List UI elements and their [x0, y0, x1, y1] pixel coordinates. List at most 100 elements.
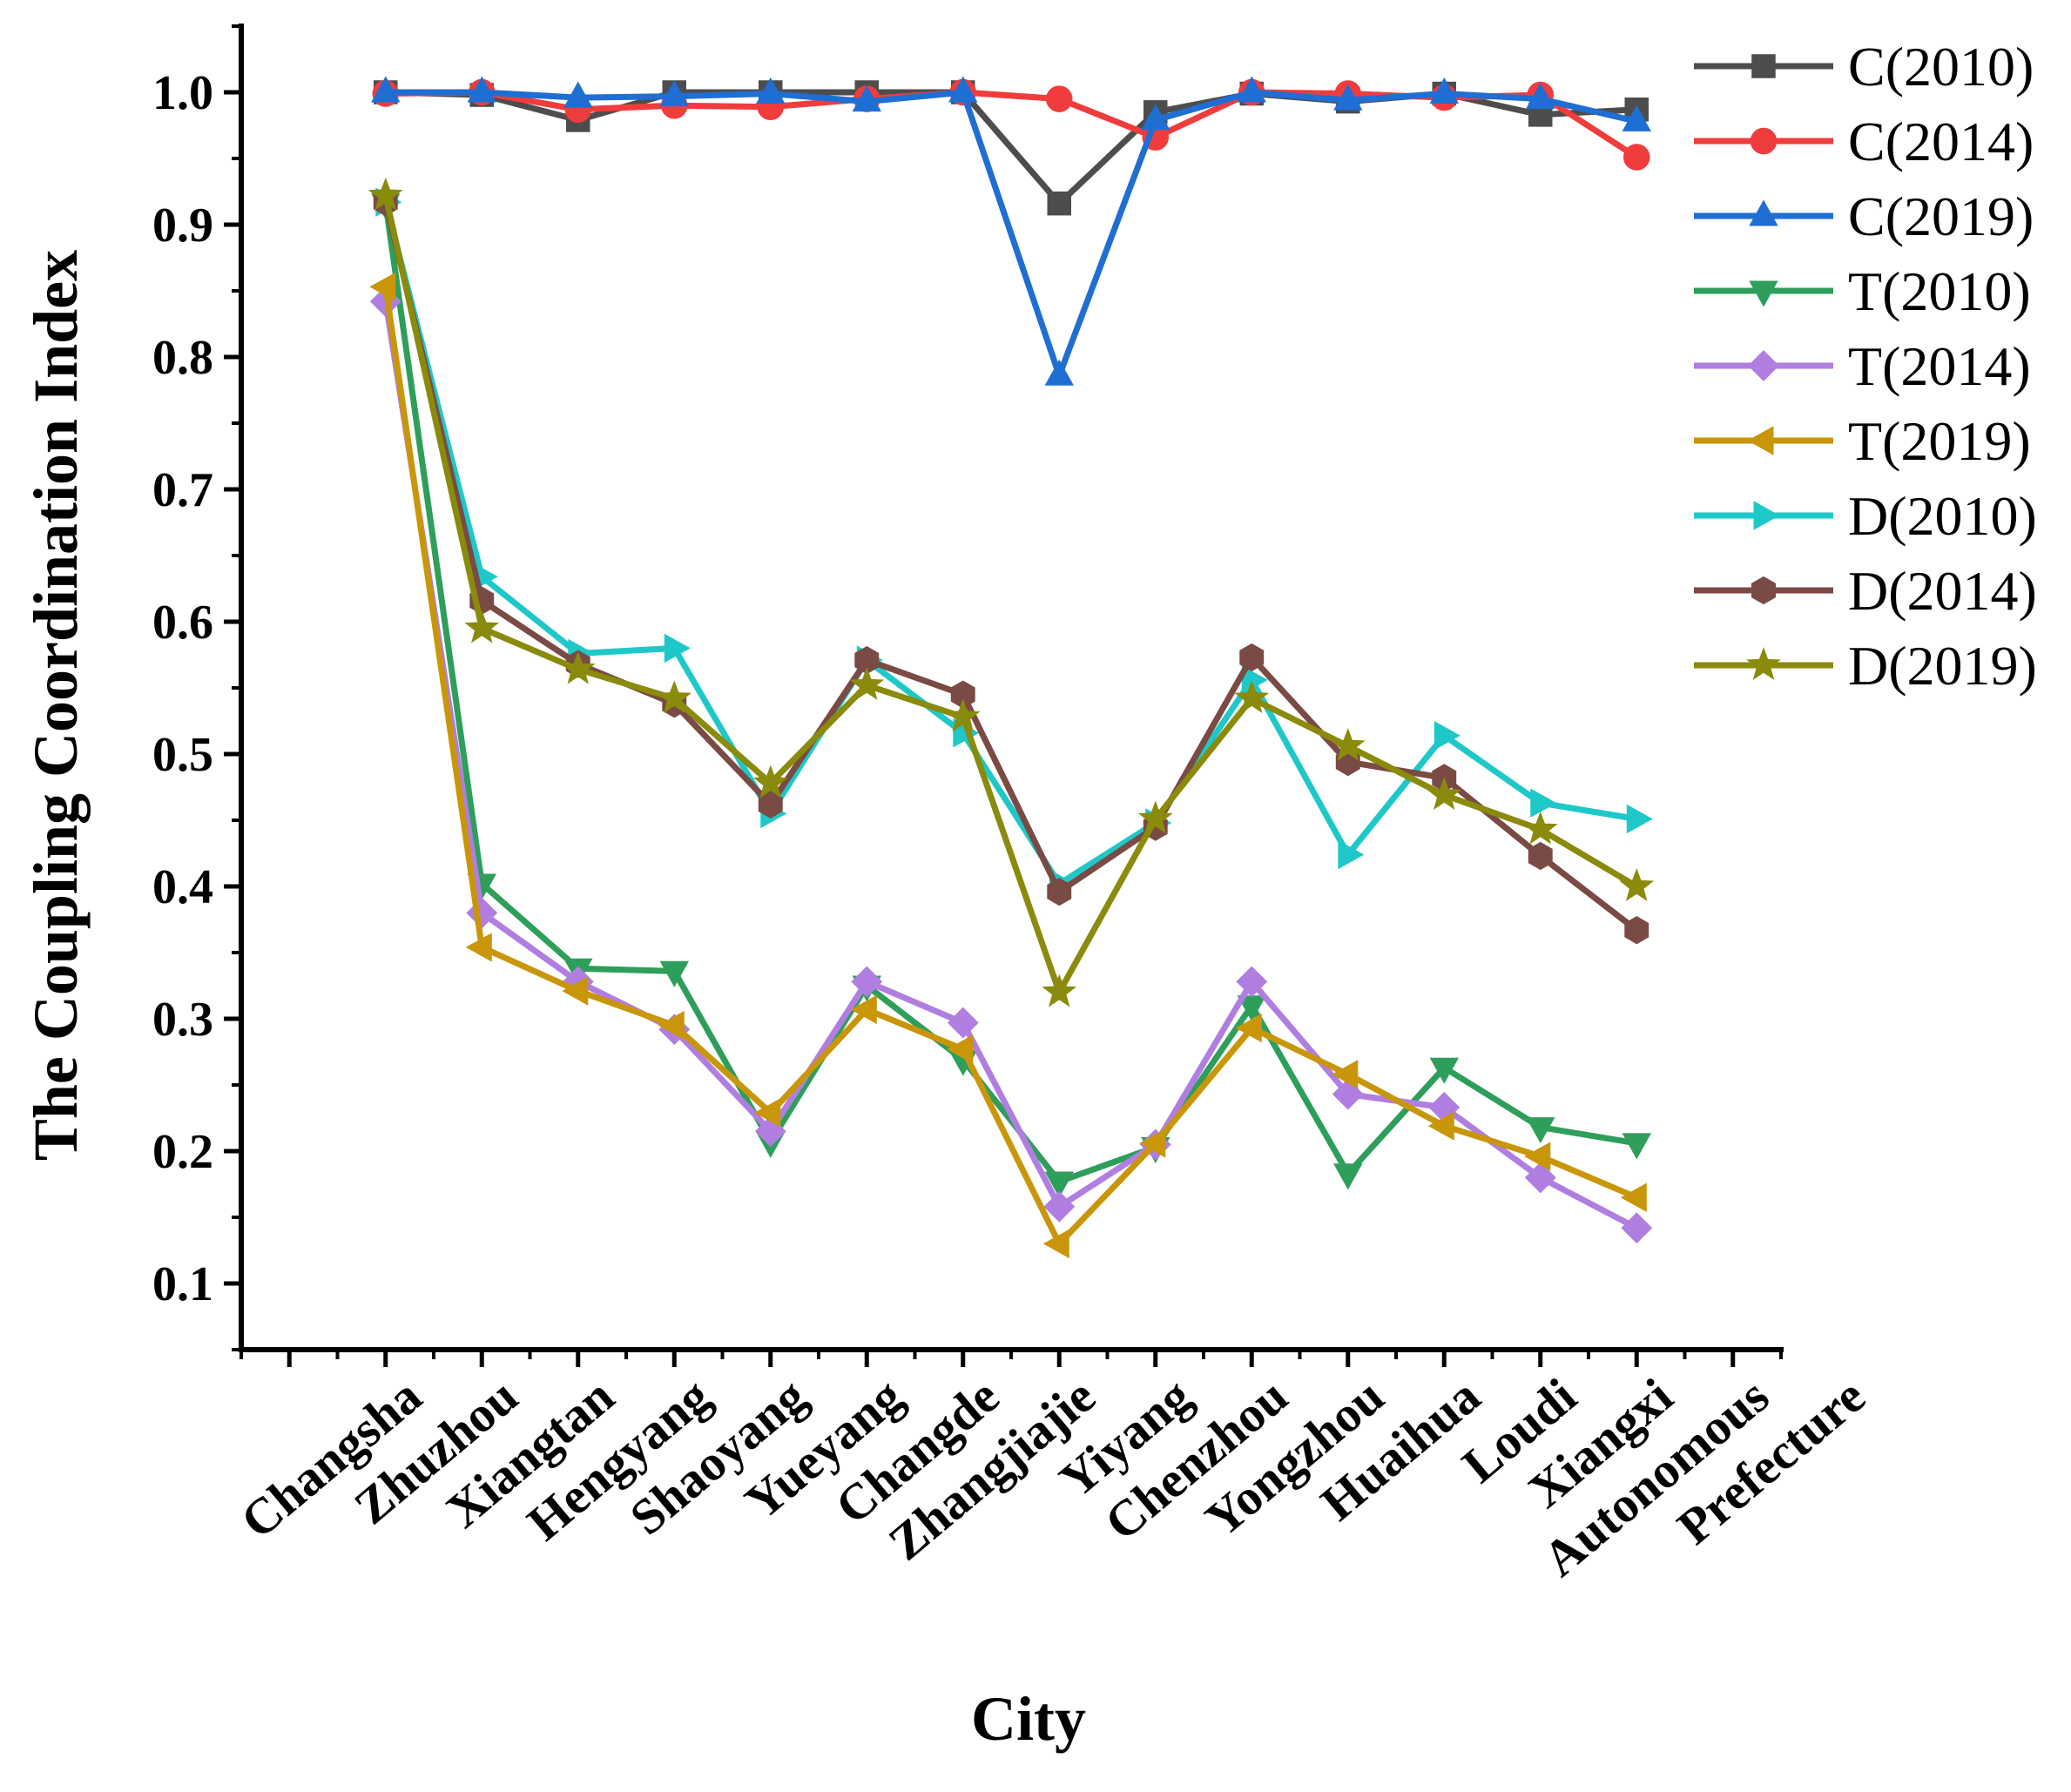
legend-label: D(2010)	[1848, 485, 2037, 547]
data-point	[850, 994, 877, 1025]
series-T(2010)	[371, 193, 1651, 1198]
data-point	[1623, 144, 1650, 171]
legend-label: D(2014)	[1848, 560, 2037, 622]
data-point	[851, 966, 883, 998]
data-point	[1338, 839, 1365, 870]
data-point	[658, 1010, 685, 1041]
data-point	[947, 1007, 979, 1039]
data-point	[659, 960, 689, 987]
data-point	[947, 1034, 974, 1064]
legend-item: D(2014)	[1694, 560, 2037, 622]
data-point	[1626, 804, 1653, 834]
data-point	[852, 85, 881, 112]
legend-label: D(2019)	[1848, 635, 2037, 697]
data-point	[1524, 1142, 1551, 1171]
data-point	[1528, 841, 1553, 871]
data-point	[1046, 85, 1073, 112]
data-point	[1044, 359, 1074, 386]
data-point	[948, 76, 978, 103]
data-point	[1043, 1190, 1076, 1223]
data-point	[1044, 1171, 1074, 1198]
data-point	[1237, 76, 1266, 103]
y-tick-label: 0.3	[152, 993, 213, 1047]
data-point	[1526, 1117, 1555, 1144]
legend-item: T(2010)	[1694, 260, 2031, 322]
data-point	[464, 610, 500, 643]
data-point	[1042, 1229, 1069, 1259]
legend-item: C(2010)	[1694, 36, 2034, 98]
series-C(2019)	[371, 76, 1651, 386]
data-point	[368, 177, 403, 211]
x-axis-title: City	[971, 1684, 1086, 1754]
data-point	[560, 650, 596, 684]
legend-label: T(2014)	[1848, 335, 2031, 397]
data-point	[1427, 777, 1462, 811]
data-point	[1139, 1128, 1166, 1158]
series-T(2019)	[369, 272, 1647, 1259]
series-D(2019)	[368, 177, 1655, 1007]
series-line	[382, 201, 1639, 933]
data-point	[1427, 1111, 1454, 1141]
legend-marker	[1750, 127, 1778, 155]
legend-marker	[1746, 647, 1781, 680]
data-point	[1235, 1013, 1262, 1043]
legend-item: C(2019)	[1694, 185, 2034, 247]
data-point	[1330, 728, 1366, 761]
legend-label: C(2010)	[1848, 36, 2034, 98]
series-layer	[368, 76, 1655, 1259]
data-point	[1236, 966, 1268, 998]
y-tick-label: 0.4	[152, 860, 213, 914]
data-point	[1239, 643, 1265, 672]
data-point	[1234, 680, 1270, 714]
y-tick-label: 0.5	[152, 728, 213, 782]
data-point	[1622, 1133, 1651, 1160]
legend-label: C(2014)	[1848, 111, 2034, 172]
legend-label: T(2010)	[1848, 260, 2031, 322]
data-point	[1042, 973, 1077, 1007]
data-point	[1619, 868, 1655, 901]
legend-item: T(2019)	[1694, 410, 2031, 472]
series-line	[382, 300, 1638, 1231]
y-tick-label: 0.6	[152, 596, 213, 650]
data-point	[1530, 788, 1557, 818]
data-point	[754, 1098, 781, 1128]
y-tick-label: 0.7	[152, 463, 213, 517]
data-point	[562, 976, 589, 1006]
legend-item: D(2010)	[1694, 485, 2037, 547]
legend-marker	[1748, 350, 1779, 381]
data-point	[849, 667, 885, 700]
legend-item: C(2014)	[1694, 111, 2034, 172]
data-point	[1624, 916, 1649, 945]
legend-marker	[1749, 280, 1778, 307]
legend-item: D(2019)	[1694, 635, 2037, 697]
legend: C(2010) C(2014) C(2019) T(2010) T(2014) T(201…	[1694, 36, 2037, 697]
data-point	[563, 81, 593, 108]
data-point	[1141, 104, 1170, 131]
y-tick-label: 0.1	[152, 1257, 213, 1311]
data-point	[1620, 1182, 1647, 1212]
series-line	[382, 194, 1639, 996]
y-tick-label: 0.8	[152, 331, 213, 385]
data-point	[657, 680, 692, 714]
legend-item: T(2014)	[1694, 335, 2031, 397]
series-line	[382, 203, 1637, 1185]
data-point	[1241, 665, 1268, 695]
legend-label: T(2019)	[1848, 410, 2031, 472]
data-point	[1333, 84, 1363, 111]
series-T(2014)	[369, 286, 1653, 1244]
data-point	[945, 698, 981, 732]
data-point	[369, 272, 396, 302]
data-point	[752, 765, 788, 798]
legend-marker	[1747, 426, 1774, 455]
legend-marker	[1751, 54, 1776, 78]
series-line	[382, 286, 1638, 1247]
legend-label: C(2019)	[1848, 185, 2034, 247]
data-point	[465, 933, 492, 962]
data-point	[1332, 1060, 1359, 1089]
data-point	[1047, 877, 1072, 906]
data-point	[1137, 800, 1173, 834]
data-point	[659, 80, 689, 107]
legend-marker	[1753, 501, 1780, 530]
y-axis-ticks: 0.1 0.2 0.3 0.4 0.5 0.6 0.7 0.8 0.9 1.0	[152, 24, 241, 1351]
